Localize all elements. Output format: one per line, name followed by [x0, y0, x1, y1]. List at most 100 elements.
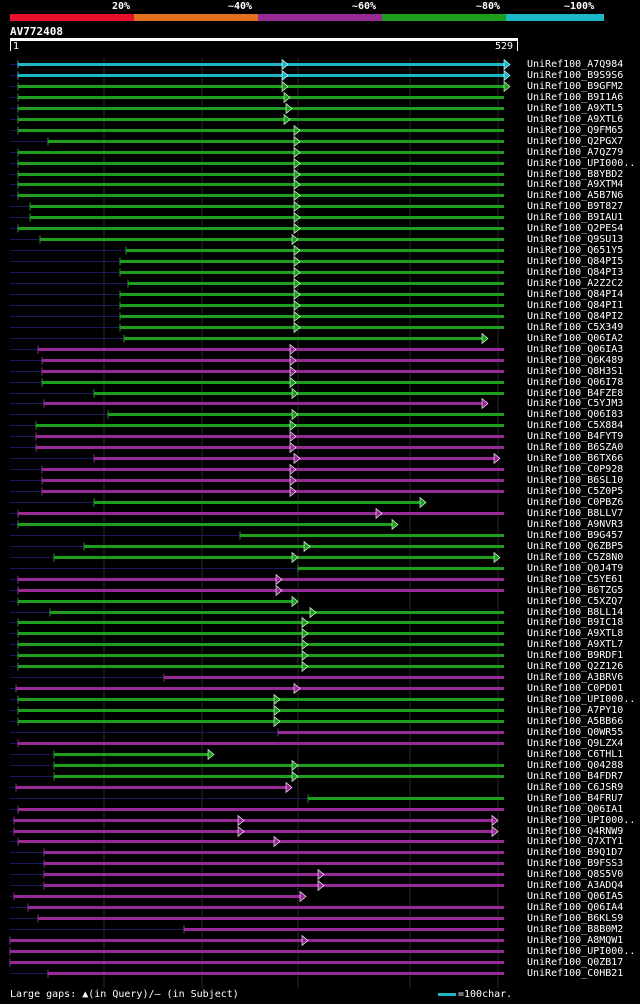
hit-label[interactable]: UniRef100_A7QZ79 [527, 147, 624, 158]
hit-label[interactable]: UniRef100_A9XTM4 [527, 179, 624, 190]
hit-label[interactable]: UniRef100_Q7XTY1 [527, 836, 624, 847]
hit-label[interactable]: UniRef100_B9I1A6 [527, 92, 624, 103]
hit-label[interactable]: UniRef100_Q9LZX4 [527, 738, 624, 749]
hit-label[interactable]: UniRef100_UPI000.. [527, 946, 636, 957]
hit-label[interactable]: UniRef100_A8MQW1 [527, 935, 624, 946]
hit-label[interactable]: UniRef100_A7Q984 [527, 59, 624, 70]
hit-label[interactable]: UniRef100_B9T827 [527, 201, 624, 212]
hit-label[interactable]: UniRef100_Q06I83 [527, 409, 624, 420]
hit-label[interactable]: UniRef100_B4FYT9 [527, 431, 624, 442]
hit-label[interactable]: UniRef100_C6JSR9 [527, 782, 624, 793]
hit-arrow [293, 135, 301, 148]
hit-label[interactable]: UniRef100_B9RDF1 [527, 650, 624, 661]
hit-label[interactable]: UniRef100_B9Q1D7 [527, 847, 624, 858]
hit-label[interactable]: UniRef100_B4FDR7 [527, 771, 624, 782]
hit-label[interactable]: UniRef100_A7PY10 [527, 705, 624, 716]
hit-label[interactable]: UniRef100_Q2Z126 [527, 661, 624, 672]
hit-arrow [493, 452, 501, 465]
hit-label[interactable]: UniRef100_C5XZQ7 [527, 596, 624, 607]
hit-label[interactable]: UniRef100_C0P928 [527, 464, 624, 475]
hit-label[interactable]: UniRef100_UPI000.. [527, 158, 636, 169]
hit-label[interactable]: UniRef100_Q9FM65 [527, 125, 624, 136]
hit-label[interactable]: UniRef100_Q2PES4 [527, 223, 624, 234]
hit-label[interactable]: UniRef100_Q84PI5 [527, 256, 624, 267]
hit-label[interactable]: UniRef100_C5X884 [527, 420, 624, 431]
hit-label[interactable]: UniRef100_B9G457 [527, 530, 624, 541]
hit-label[interactable]: UniRef100_A5B7N6 [527, 190, 624, 201]
hit-label[interactable]: UniRef100_Q84PI1 [527, 300, 624, 311]
hit-label[interactable]: UniRef100_A2Z2C2 [527, 278, 624, 289]
hit-label[interactable]: UniRef100_B6TZG5 [527, 585, 624, 596]
hit-label[interactable]: UniRef100_Q06IA4 [527, 902, 624, 913]
hit-label[interactable]: UniRef100_A3BRV6 [527, 672, 624, 683]
hit-label[interactable]: UniRef100_Q06IA3 [527, 344, 624, 355]
hit-label[interactable]: UniRef100_Q8H3S1 [527, 366, 624, 377]
scale-legend: =100char. [438, 989, 512, 1000]
hit-label[interactable]: UniRef100_A3ADQ4 [527, 880, 624, 891]
hit-label[interactable]: UniRef100_Q2PGX7 [527, 136, 624, 147]
hit-label[interactable]: UniRef100_Q06IA1 [527, 804, 624, 815]
hit-label[interactable]: UniRef100_C5YJM3 [527, 398, 624, 409]
hit-label[interactable]: UniRef100_C0HB21 [527, 968, 624, 979]
hit-label[interactable]: UniRef100_A5BB66 [527, 716, 624, 727]
hit-label[interactable]: UniRef100_B9GFM2 [527, 81, 624, 92]
hit-label[interactable]: UniRef100_C5X349 [527, 322, 624, 333]
hit-label[interactable]: UniRef100_A9XTL7 [527, 639, 624, 650]
hit-label[interactable]: UniRef100_B6SL10 [527, 475, 624, 486]
hit-label[interactable]: UniRef100_Q06IA2 [527, 333, 624, 344]
scale-bar [438, 992, 456, 996]
hit-label[interactable]: UniRef100_Q04288 [527, 760, 624, 771]
hit-arrow [281, 80, 289, 93]
hit-label[interactable]: UniRef100_B8B0M2 [527, 924, 624, 935]
hit-label[interactable]: UniRef100_A9XTL8 [527, 628, 624, 639]
scale-label: =100char. [458, 989, 513, 1000]
hit-label[interactable]: UniRef100_Q0WR55 [527, 727, 624, 738]
legend-swatch-40 [134, 14, 258, 21]
hit-label[interactable]: UniRef100_B8LLV7 [527, 508, 624, 519]
hit-label[interactable]: UniRef100_Q9SU13 [527, 234, 624, 245]
hit-label[interactable]: UniRef100_Q6K489 [527, 355, 624, 366]
hit-label[interactable]: UniRef100_C5YE61 [527, 574, 624, 585]
hit-label[interactable]: UniRef100_C0PD01 [527, 683, 624, 694]
hit-label[interactable]: UniRef100_B4FZE8 [527, 388, 624, 399]
hit-label[interactable]: UniRef100_A9XTL5 [527, 103, 624, 114]
hit-arrow [301, 638, 309, 651]
hit-label[interactable]: UniRef100_Q651Y5 [527, 245, 624, 256]
hit-arrow [293, 222, 301, 235]
hit-label[interactable]: UniRef100_Q6ZBP5 [527, 541, 624, 552]
hit-label[interactable]: UniRef100_UPI000.. [527, 815, 636, 826]
hit-label[interactable]: UniRef100_B6TX66 [527, 453, 624, 464]
hit-label[interactable]: UniRef100_B9FSS3 [527, 858, 624, 869]
hit-label[interactable]: UniRef100_Q0J4T9 [527, 563, 624, 574]
ruler-start-label: 1 [13, 41, 20, 52]
hit-label[interactable]: UniRef100_Q06I78 [527, 377, 624, 388]
hit-label[interactable]: UniRef100_Q84PI3 [527, 267, 624, 278]
hit-label[interactable]: UniRef100_UPI000.. [527, 694, 636, 705]
hit-label[interactable]: UniRef100_B4FRU7 [527, 793, 624, 804]
hit-arrow [299, 890, 307, 903]
hit-label[interactable]: UniRef100_Q4RNW9 [527, 826, 624, 837]
hit-label[interactable]: UniRef100_Q8S5V0 [527, 869, 624, 880]
hit-label[interactable]: UniRef100_B9IC18 [527, 617, 624, 628]
hit-label[interactable]: UniRef100_B8YBD2 [527, 169, 624, 180]
hit-label[interactable]: UniRef100_C0PBZ6 [527, 497, 624, 508]
hit-label[interactable]: UniRef100_C6THL1 [527, 749, 624, 760]
hit-label[interactable]: UniRef100_B9S9S6 [527, 70, 624, 81]
hit-label[interactable]: UniRef100_Q06IA5 [527, 891, 624, 902]
hit-label[interactable]: UniRef100_B6SZA0 [527, 442, 624, 453]
hit-label[interactable]: UniRef100_B8LL14 [527, 607, 624, 618]
hit-label[interactable]: UniRef100_C5Z0P5 [527, 486, 624, 497]
hit-label[interactable]: UniRef100_Q84PI2 [527, 311, 624, 322]
hit-arrow [503, 69, 511, 82]
hit-arrow [293, 299, 301, 312]
hit-label[interactable]: UniRef100_Q84PI4 [527, 289, 624, 300]
hit-arrow [273, 715, 281, 728]
hit-label[interactable]: UniRef100_A9XTL6 [527, 114, 624, 125]
hit-label[interactable]: UniRef100_A9NVR3 [527, 519, 624, 530]
hit-arrow [375, 507, 383, 520]
hit-arrow [301, 616, 309, 629]
hit-label[interactable]: UniRef100_C5Z8N0 [527, 552, 624, 563]
hit-label[interactable]: UniRef100_Q0ZB17 [527, 957, 624, 968]
hit-label[interactable]: UniRef100_B6KLS9 [527, 913, 624, 924]
hit-label[interactable]: UniRef100_B9IAU1 [527, 212, 624, 223]
